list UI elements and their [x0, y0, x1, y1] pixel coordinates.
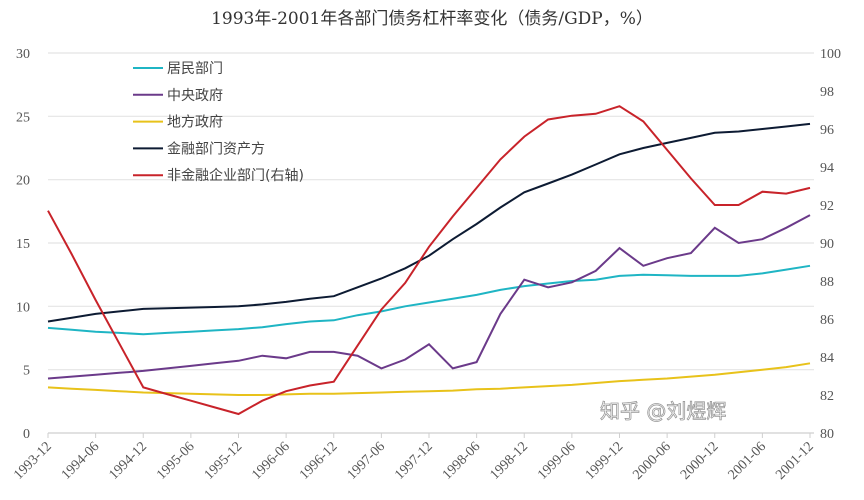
y-right-tick-label: 90	[820, 237, 834, 252]
watermark: 知乎 @刘煜辉	[600, 399, 726, 423]
y-right-tick-label: 92	[820, 199, 834, 214]
x-tick-label: 1994-12	[106, 439, 150, 483]
gridlines	[48, 52, 814, 434]
x-tick-label: 2001-06	[726, 439, 770, 483]
series-line-2	[47, 362, 811, 396]
y-left-tick-label: 0	[23, 427, 30, 442]
series-lines	[47, 105, 811, 416]
y-right-tick-label: 88	[820, 275, 834, 290]
x-tick-label: 1996-06	[249, 439, 293, 483]
x-tick-label: 2000-06	[630, 439, 674, 483]
x-tick-label: 1998-06	[440, 439, 484, 483]
x-tick-label: 1998-12	[487, 439, 531, 483]
x-tick-label: 1995-12	[202, 439, 246, 483]
legend-label: 中央政府	[167, 88, 223, 104]
y-right-tick-label: 100	[820, 47, 841, 62]
legend-label: 非金融企业部门(右轴)	[167, 167, 304, 184]
y-right-tick-label: 80	[820, 427, 834, 442]
series-line-4	[47, 105, 811, 416]
y-left-tick-label: 20	[16, 174, 30, 189]
y-right-tick-label: 96	[820, 123, 834, 138]
series-line-0	[47, 264, 811, 336]
x-tick-label: 1997-12	[392, 439, 436, 483]
x-tick-label: 1995-06	[154, 439, 198, 483]
x-tick-label: 1999-12	[583, 439, 627, 483]
series-line-3	[47, 122, 811, 323]
legend-label: 金融部门资产方	[167, 141, 265, 157]
legend-label: 地方政府	[167, 115, 223, 131]
y-left-tick-label: 15	[16, 237, 30, 252]
y-right-tick-label: 82	[820, 389, 834, 404]
x-tick-label: 1993-12	[11, 439, 55, 483]
x-tick-label: 1996-12	[297, 439, 341, 483]
y-left-tick-label: 30	[16, 47, 30, 62]
x-tick-label: 2000-12	[678, 439, 722, 483]
legend-label: 居民部门	[167, 61, 223, 77]
chart-title: 1993年-2001年各部门债务杠杆率变化（债务/GDP，%）	[211, 9, 653, 29]
y-left-tick-label: 5	[23, 364, 30, 379]
y-right-tick-label: 84	[820, 351, 834, 366]
y-right-tick-label: 86	[820, 313, 834, 328]
x-tick-label: 1997-06	[345, 439, 389, 483]
x-tick-label: 1999-06	[535, 439, 579, 483]
y-left-tick-label: 10	[16, 300, 30, 315]
x-tick-label: 1994-06	[59, 439, 103, 483]
x-tick-label: 2001-12	[773, 439, 817, 483]
y-right-tick-label: 98	[820, 85, 834, 100]
y-right-tick-label: 94	[820, 161, 834, 176]
y-left-tick-label: 25	[16, 110, 30, 125]
series-line-1	[47, 214, 811, 380]
